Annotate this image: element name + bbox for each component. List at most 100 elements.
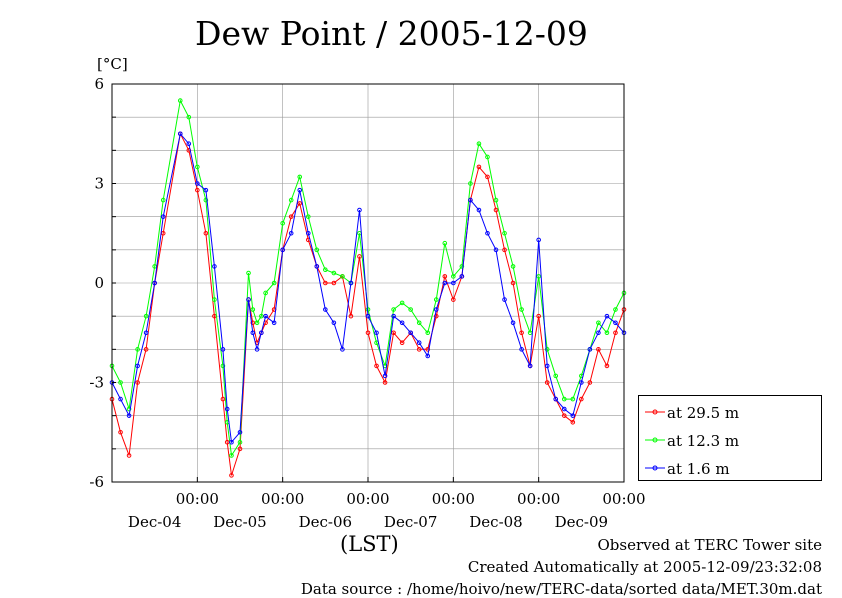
data-point (237, 446, 243, 452)
x-tick-date: Dec-09 (555, 513, 608, 531)
data-point (399, 320, 405, 326)
data-point (536, 313, 541, 319)
data-point (224, 406, 230, 412)
data-point (331, 280, 337, 286)
data-point (348, 280, 354, 286)
data-point (587, 347, 593, 352)
data-point (459, 274, 465, 279)
data-point (433, 307, 439, 312)
data-point (493, 197, 499, 203)
data-point (340, 347, 345, 352)
data-point (382, 373, 388, 379)
data-point (280, 221, 285, 226)
data-point (177, 98, 183, 103)
data-point (613, 307, 618, 312)
data-point (433, 297, 439, 302)
footer-source: Data source : /home/hoivo/new/TERC-data/… (300, 580, 822, 598)
x-tick-date: Dec-04 (128, 513, 181, 531)
data-point (331, 270, 337, 276)
data-point (220, 396, 226, 402)
data-point (229, 453, 234, 458)
data-point (250, 307, 256, 312)
data-point (476, 141, 482, 146)
data-point (485, 230, 490, 236)
data-point (416, 340, 422, 346)
data-point (229, 473, 234, 478)
data-point (544, 347, 550, 352)
data-point (391, 307, 396, 312)
data-point (250, 330, 256, 336)
data-point (570, 396, 576, 402)
data-point (553, 373, 559, 379)
data-point (152, 280, 157, 286)
data-point (433, 313, 439, 319)
series-1 (109, 98, 627, 458)
data-point (544, 380, 550, 385)
data-point (305, 230, 311, 236)
data-point (246, 270, 251, 276)
data-point (408, 307, 413, 312)
data-point (135, 347, 140, 352)
footer-observed: Observed at TERC Tower site (597, 536, 822, 554)
data-point (613, 330, 618, 336)
x-tick-date: Dec-05 (213, 513, 266, 531)
data-point (451, 280, 456, 286)
data-point (331, 320, 337, 326)
y-axis: 6 3 0 -3 -6 (89, 75, 116, 491)
data-point (493, 247, 499, 253)
y-tick-label: -3 (89, 374, 104, 392)
data-point (126, 413, 132, 418)
data-point (502, 247, 507, 253)
data-point (203, 197, 209, 203)
data-point (297, 187, 303, 193)
data-point (382, 380, 388, 385)
data-point (561, 406, 567, 412)
legend-label: at 12.3 m (667, 432, 740, 450)
data-point (459, 264, 465, 269)
data-point (502, 297, 507, 302)
data-point (203, 187, 209, 193)
legend-item: at 1.6 m (639, 458, 821, 478)
data-point (374, 330, 379, 336)
data-point (587, 380, 593, 385)
data-point (416, 320, 422, 326)
legend-marker-red (645, 409, 665, 415)
x-tick-date: Dec-08 (469, 513, 522, 531)
data-point (271, 320, 277, 326)
data-point (348, 313, 354, 319)
data-point (357, 254, 362, 259)
data-point (442, 274, 448, 279)
data-point (596, 320, 601, 326)
data-point (425, 347, 431, 352)
data-point (250, 320, 256, 326)
x-axis: 00:00 Dec-04 00:00 Dec-05 00:00 Dec-06 00:00 De… (128, 477, 646, 531)
data-point (288, 214, 294, 219)
data-point (476, 164, 482, 170)
footer-created: Created Automatically at 2005-12-09/23:3… (467, 558, 822, 576)
data-point (536, 274, 541, 279)
x-tick-time: 00:00 (602, 490, 645, 508)
data-point (297, 201, 303, 206)
data-point (502, 230, 507, 236)
data-point (357, 207, 362, 213)
data-point (579, 396, 584, 402)
data-point (305, 214, 311, 219)
data-point (323, 280, 328, 286)
data-point (263, 290, 268, 296)
data-point (224, 439, 230, 445)
data-point (604, 330, 610, 336)
data-point (510, 280, 516, 286)
series-line (111, 132, 625, 476)
legend-marker-green (645, 437, 665, 443)
x-tick-time: 00:00 (261, 490, 304, 508)
data-point (314, 247, 320, 253)
data-point (186, 141, 192, 146)
data-point (553, 396, 559, 402)
chart-title: Dew Point / 2005-12-09 (195, 14, 588, 53)
x-tick-time: 00:00 (517, 490, 560, 508)
data-point (519, 330, 524, 336)
data-point (391, 330, 396, 336)
data-point (468, 197, 473, 203)
data-point (195, 187, 200, 193)
data-point (425, 330, 431, 336)
